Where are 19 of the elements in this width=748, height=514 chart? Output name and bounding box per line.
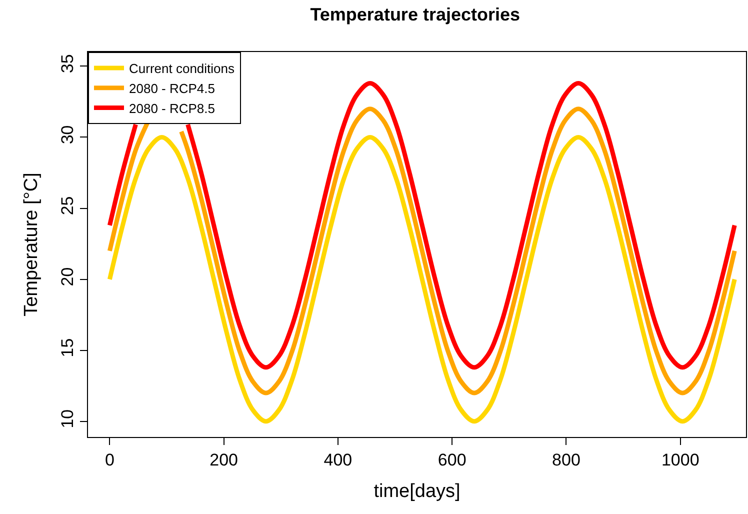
x-tick-label: 0	[104, 450, 114, 470]
y-tick-label: 15	[58, 338, 78, 358]
x-tick-label: 800	[552, 450, 580, 470]
x-tick-label: 600	[438, 450, 466, 470]
y-tick-label: 35	[58, 54, 78, 74]
legend-label: Current conditions	[129, 61, 235, 76]
line-series	[107, 134, 737, 424]
x-tick-label: 400	[324, 450, 352, 470]
y-tick-label: 20	[58, 267, 78, 286]
y-axis-title: Temperature [°C]	[21, 172, 42, 316]
x-axis-title: time[days]	[374, 481, 460, 502]
legend-label: 2080 - RCP4.5	[129, 80, 215, 96]
y-tick-label: 25	[58, 196, 78, 216]
x-tick-label: 200	[210, 450, 238, 470]
x-tick-label: 1000	[661, 450, 700, 470]
chart-title: Temperature trajectories	[310, 4, 520, 24]
legend-label: 2080 - RCP8.5	[129, 100, 215, 116]
y-tick-label: 10	[58, 409, 78, 428]
y-tick-label: 30	[58, 125, 78, 144]
